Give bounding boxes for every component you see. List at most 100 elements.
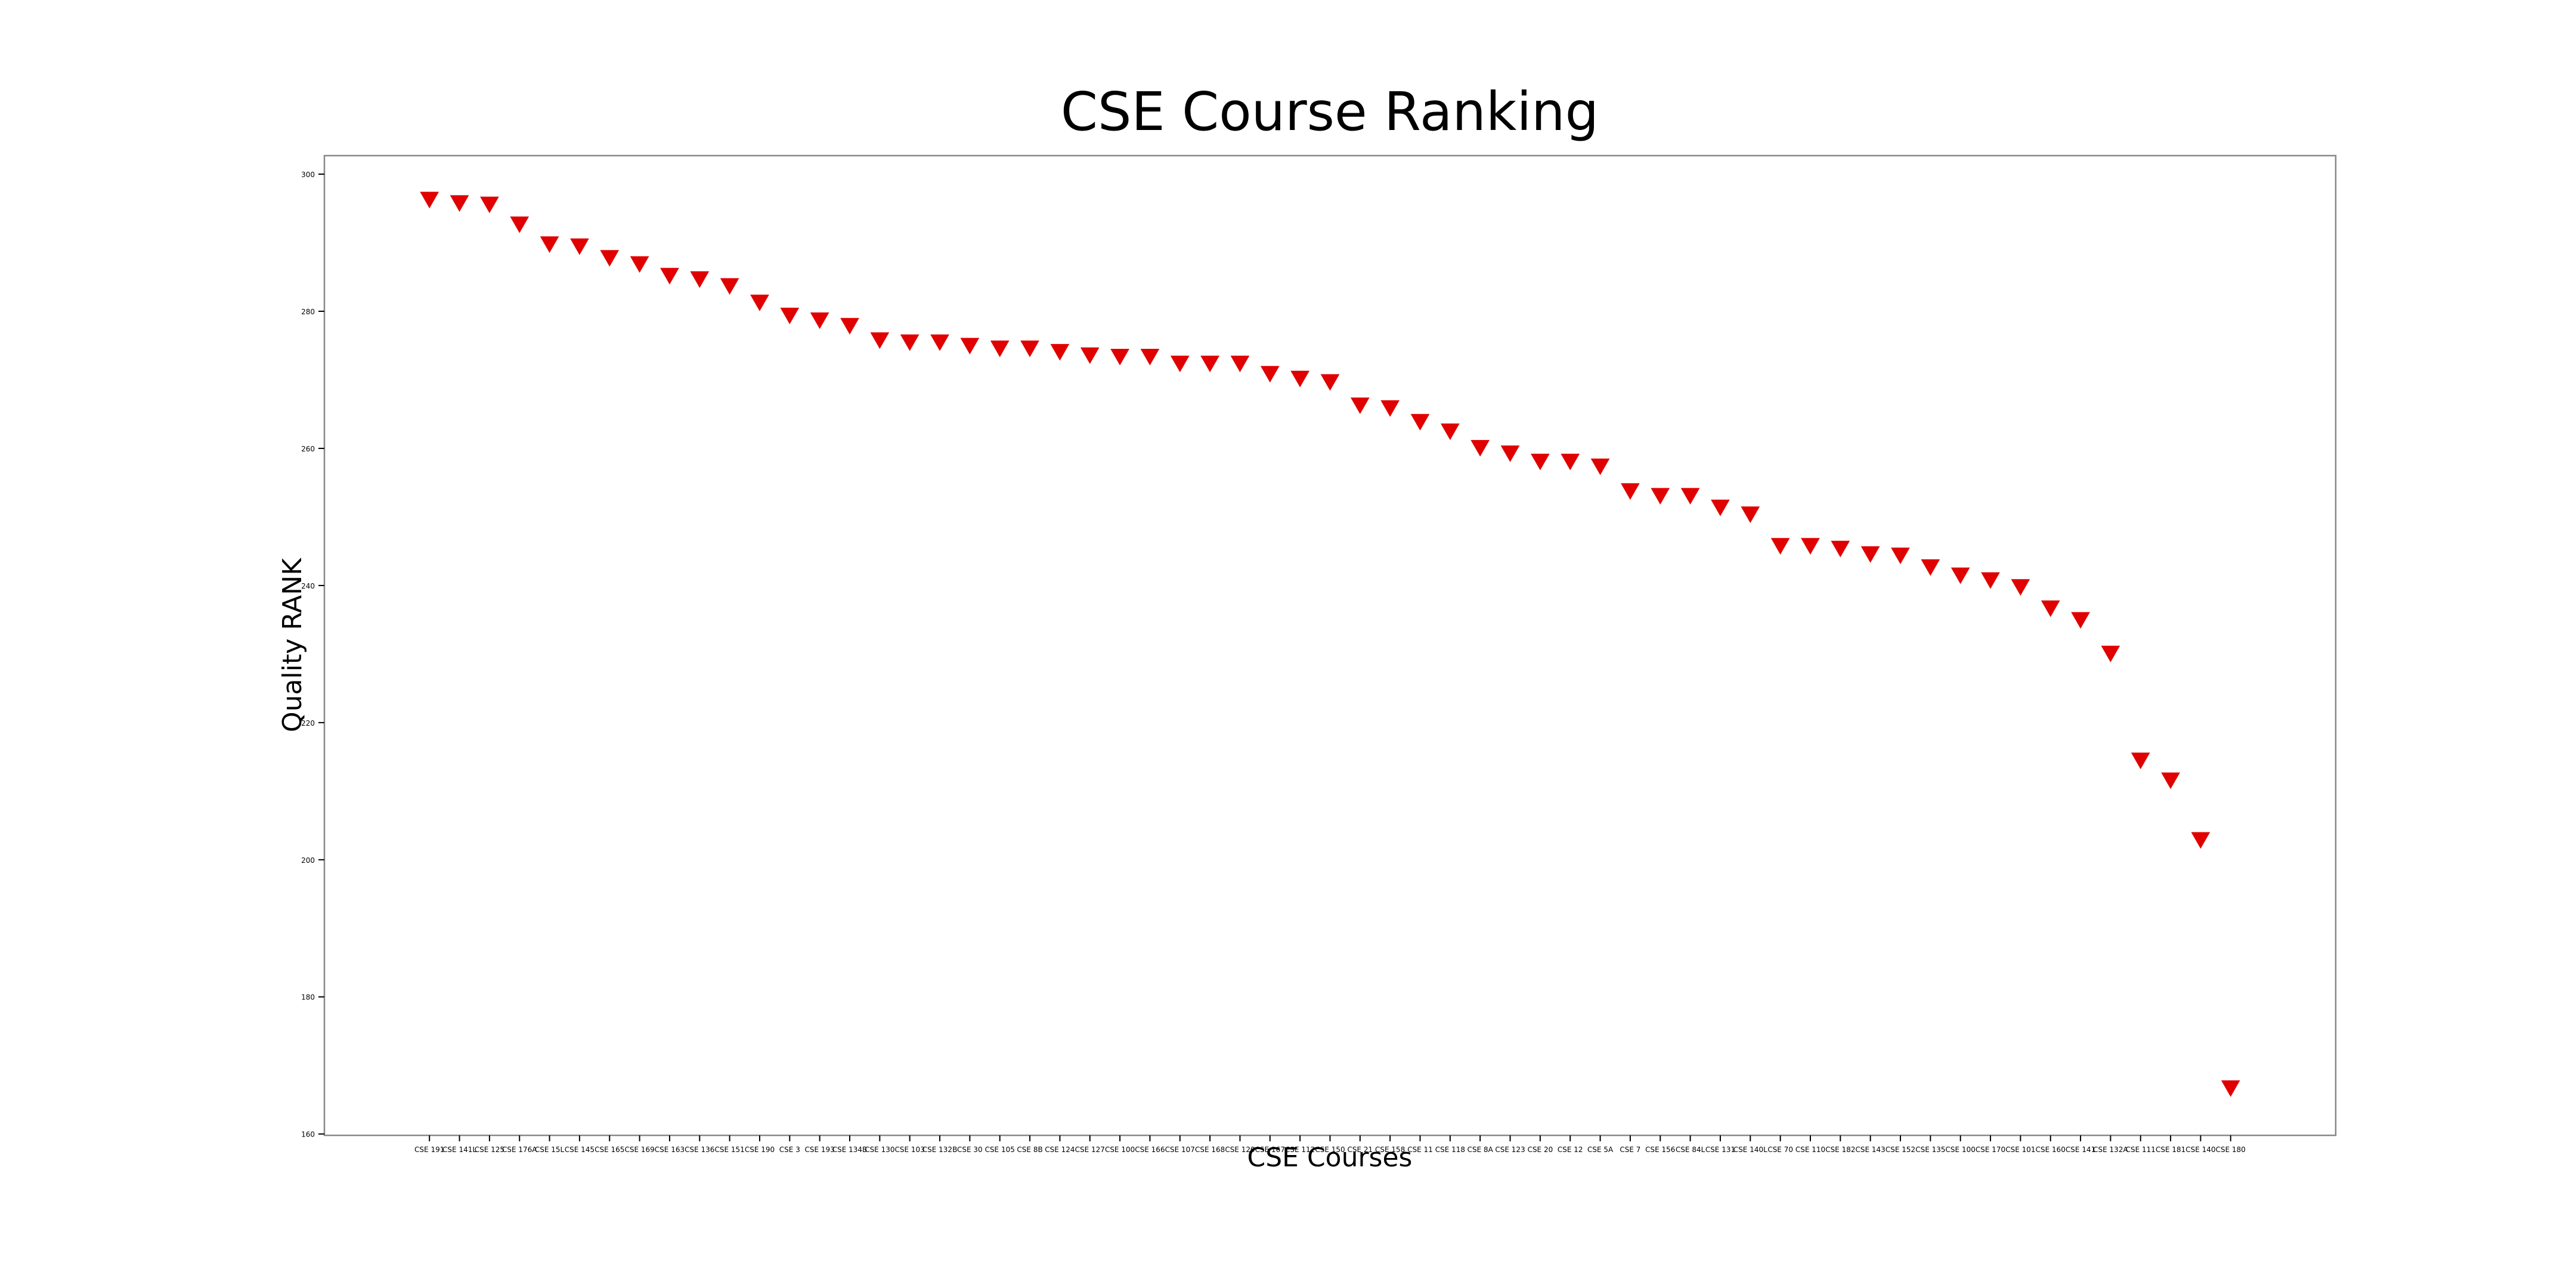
marker: [2101, 645, 2120, 662]
x-tick-label: CSE 123: [1495, 1145, 1525, 1154]
x-tick-label: CSE 130: [865, 1145, 894, 1154]
marker: [990, 340, 1010, 357]
x-tick-label: CSE 160: [2036, 1145, 2066, 1154]
x-tick-label: CSE 190: [745, 1145, 775, 1154]
marker: [1080, 347, 1100, 364]
y-tick-label: 220: [301, 719, 315, 727]
marker: [1290, 370, 1310, 388]
marker: [540, 236, 559, 253]
x-tick-label: CSE 8B: [1017, 1145, 1042, 1154]
marker: [1741, 506, 1760, 524]
marker: [1441, 423, 1460, 441]
x-tick-label: CSE 70: [1767, 1145, 1793, 1154]
marker: [2011, 579, 2030, 596]
marker: [2041, 600, 2060, 617]
marker: [1561, 453, 1580, 470]
x-tick-label: CSE 84L: [1676, 1145, 1705, 1154]
marker: [1170, 355, 1190, 373]
marker: [660, 268, 679, 285]
x-tick-label: CSE 166: [1135, 1145, 1165, 1154]
y-axis-label: Quality RANK: [277, 558, 308, 732]
x-tick-label: CSE 182: [1825, 1145, 1855, 1154]
marker: [1531, 453, 1550, 470]
marker: [1891, 547, 1910, 565]
x-tick-label: CSE 100: [1105, 1145, 1135, 1154]
marker: [480, 196, 499, 213]
marker: [1260, 366, 1280, 383]
marker: [2161, 772, 2180, 789]
x-tick-label: CSE 15L: [535, 1145, 565, 1154]
marker: [690, 271, 710, 288]
marker: [1200, 355, 1219, 373]
x-tick-label: CSE 141L: [442, 1145, 476, 1154]
x-tick-label: CSE 167: [1255, 1145, 1285, 1154]
x-tick-label: CSE 8A: [1467, 1145, 1494, 1154]
x-tick-label: CSE 112: [1285, 1145, 1315, 1154]
x-tick-label: CSE 176A: [502, 1145, 537, 1154]
x-tick-label: CSE 169: [624, 1145, 654, 1154]
marker: [1921, 559, 1940, 576]
x-tick-label: CSE 5A: [1587, 1145, 1614, 1154]
x-tick-label: CSE 12: [1558, 1145, 1583, 1154]
marker: [1770, 538, 1790, 555]
marker: [750, 295, 769, 311]
x-tick-label: CSE 180: [2216, 1145, 2246, 1154]
chart-title: CSE Course Ranking: [1061, 80, 1599, 143]
x-tick-label: CSE 181: [2156, 1145, 2185, 1154]
x-tick-label: CSE 136: [685, 1145, 714, 1154]
marker: [450, 195, 469, 212]
x-tick-label: CSE 158: [1375, 1145, 1405, 1154]
y-tick-label: 160: [301, 1131, 315, 1139]
marker: [1020, 340, 1039, 357]
y-tick-label: 260: [301, 445, 315, 453]
marker: [1711, 499, 1730, 516]
x-tick-label: CSE 156: [1645, 1145, 1675, 1154]
y-tick-label: 280: [301, 308, 315, 316]
marker: [1110, 348, 1129, 366]
x-tick-label: CSE 7: [1620, 1145, 1640, 1154]
marker: [1831, 540, 1850, 558]
marker: [1320, 374, 1340, 391]
x-tick-label: CSE 20: [1528, 1145, 1553, 1154]
x-tick-label: CSE 132A: [2093, 1145, 2128, 1154]
marker: [870, 332, 890, 349]
marker: [1860, 546, 1880, 563]
x-tick-label: CSE 124: [1045, 1145, 1075, 1154]
x-tick-label: CSE 103: [895, 1145, 925, 1154]
marker: [1950, 567, 1970, 584]
marker: [1350, 397, 1370, 414]
marker: [1680, 488, 1700, 505]
marker: [600, 250, 620, 267]
y-tick-label: 300: [301, 171, 315, 179]
x-tick-label: CSE 111: [2126, 1145, 2156, 1154]
marker: [1590, 458, 1610, 475]
marker: [420, 191, 439, 209]
marker: [1140, 348, 1160, 366]
x-tick-label: CSE 143: [1856, 1145, 1885, 1154]
x-tick-label: CSE 145: [565, 1145, 595, 1154]
x-tick-label: CSE 105: [985, 1145, 1015, 1154]
x-tick-label: CSE 11: [1407, 1145, 1433, 1154]
x-tick-label: CSE 168: [1195, 1145, 1225, 1154]
x-tick-label: CSE 21: [1348, 1145, 1373, 1154]
x-tick-label: CSE 165: [595, 1145, 624, 1154]
marker: [930, 334, 949, 351]
x-tick-label: CSE 163: [655, 1145, 685, 1154]
marker: [1050, 343, 1070, 361]
marker: [1651, 488, 1670, 505]
marker: [840, 318, 859, 335]
x-tick-label: CSE 101: [2005, 1145, 2035, 1154]
marker: [510, 216, 530, 233]
marker: [1500, 445, 1520, 462]
x-tick-label: CSE 107: [1165, 1145, 1195, 1154]
y-tick-label: 240: [301, 582, 315, 590]
x-tick-label: CSE 135: [1915, 1145, 1945, 1154]
marker: [1410, 414, 1430, 431]
x-tick-label: CSE 127: [1075, 1145, 1105, 1154]
marker: [630, 256, 649, 273]
y-tick-label: 200: [301, 856, 315, 865]
marker: [1230, 355, 1250, 373]
